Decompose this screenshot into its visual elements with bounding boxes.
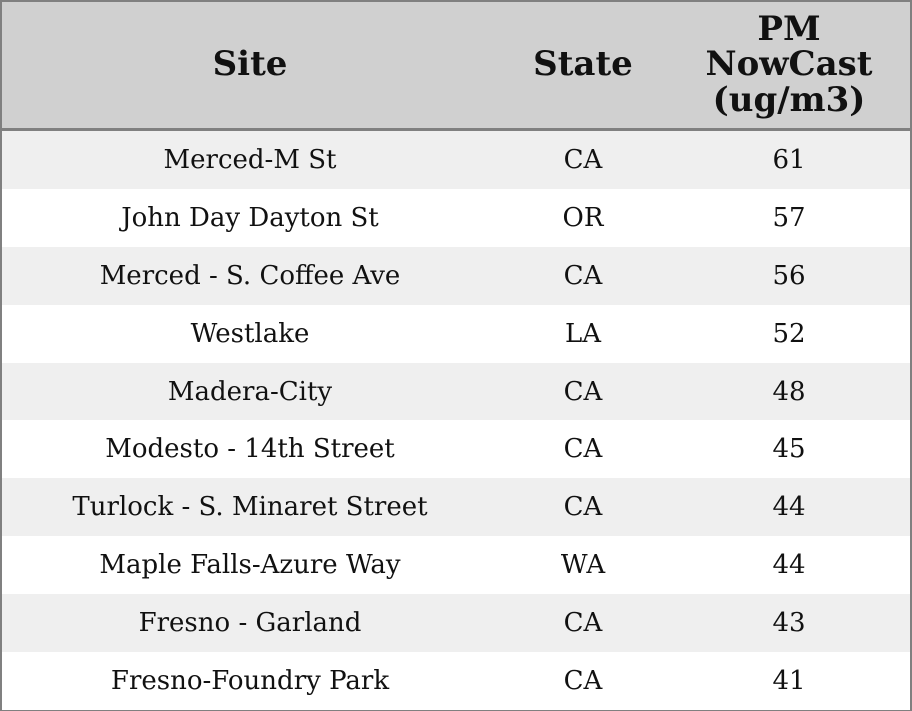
state-cell: OR: [562, 202, 604, 233]
table-header-row: Site State PM NowCast (ug/m3): [2, 2, 910, 131]
pm-value-cell: 43: [772, 608, 806, 639]
pm-value-cell: 45: [772, 434, 806, 465]
state-column-header: State: [533, 44, 633, 85]
table-row: Turlock - S. Minaret Street CA 44: [2, 478, 910, 537]
pm-value-cell: 41: [772, 665, 806, 696]
pm-value-cell: 44: [772, 492, 806, 523]
table-row: Merced-M St CA 61: [2, 131, 910, 189]
pm-nowcast-column-header: PM NowCast (ug/m3): [705, 9, 873, 120]
table-row: Fresno-Foundry Park CA 41: [2, 652, 910, 710]
site-cell: Merced-M St: [163, 144, 337, 175]
site-cell: Maple Falls-Azure Way: [99, 550, 401, 581]
pm-value-cell: 61: [772, 144, 806, 175]
state-cell: CA: [563, 376, 603, 407]
table-row: Madera-City CA 48: [2, 362, 910, 421]
state-cell: CA: [563, 144, 603, 175]
pm-value-cell: 56: [772, 260, 806, 291]
state-cell: CA: [563, 492, 603, 523]
pm-value-cell: 44: [772, 550, 806, 581]
site-column-header: Site: [212, 44, 288, 85]
state-cell: CA: [563, 260, 603, 291]
site-cell: Fresno-Foundry Park: [110, 665, 390, 696]
state-cell: CA: [563, 608, 603, 639]
state-cell: WA: [560, 550, 606, 581]
table-row: Merced - S. Coffee Ave CA 56: [2, 246, 910, 305]
table-row: Fresno - Garland CA 43: [2, 594, 910, 653]
state-cell: CA: [563, 665, 603, 696]
pm-value-cell: 52: [772, 318, 806, 349]
table-row: Maple Falls-Azure Way WA 44: [2, 536, 910, 595]
site-cell: Westlake: [190, 318, 310, 349]
site-cell: Fresno - Garland: [138, 608, 362, 639]
site-cell: Madera-City: [167, 376, 333, 407]
table-row: Westlake LA 52: [2, 304, 910, 363]
site-cell: Merced - S. Coffee Ave: [99, 260, 401, 291]
table-row: Modesto - 14th Street CA 45: [2, 420, 910, 479]
state-cell: CA: [563, 434, 603, 465]
site-cell: Modesto - 14th Street: [105, 434, 395, 465]
site-cell: John Day Dayton St: [121, 202, 379, 233]
state-cell: LA: [564, 318, 602, 349]
table-row: John Day Dayton St OR 57: [2, 188, 910, 247]
site-cell: Turlock - S. Minaret Street: [72, 492, 428, 523]
pm-value-cell: 48: [772, 376, 806, 407]
pm-value-cell: 57: [772, 202, 806, 233]
